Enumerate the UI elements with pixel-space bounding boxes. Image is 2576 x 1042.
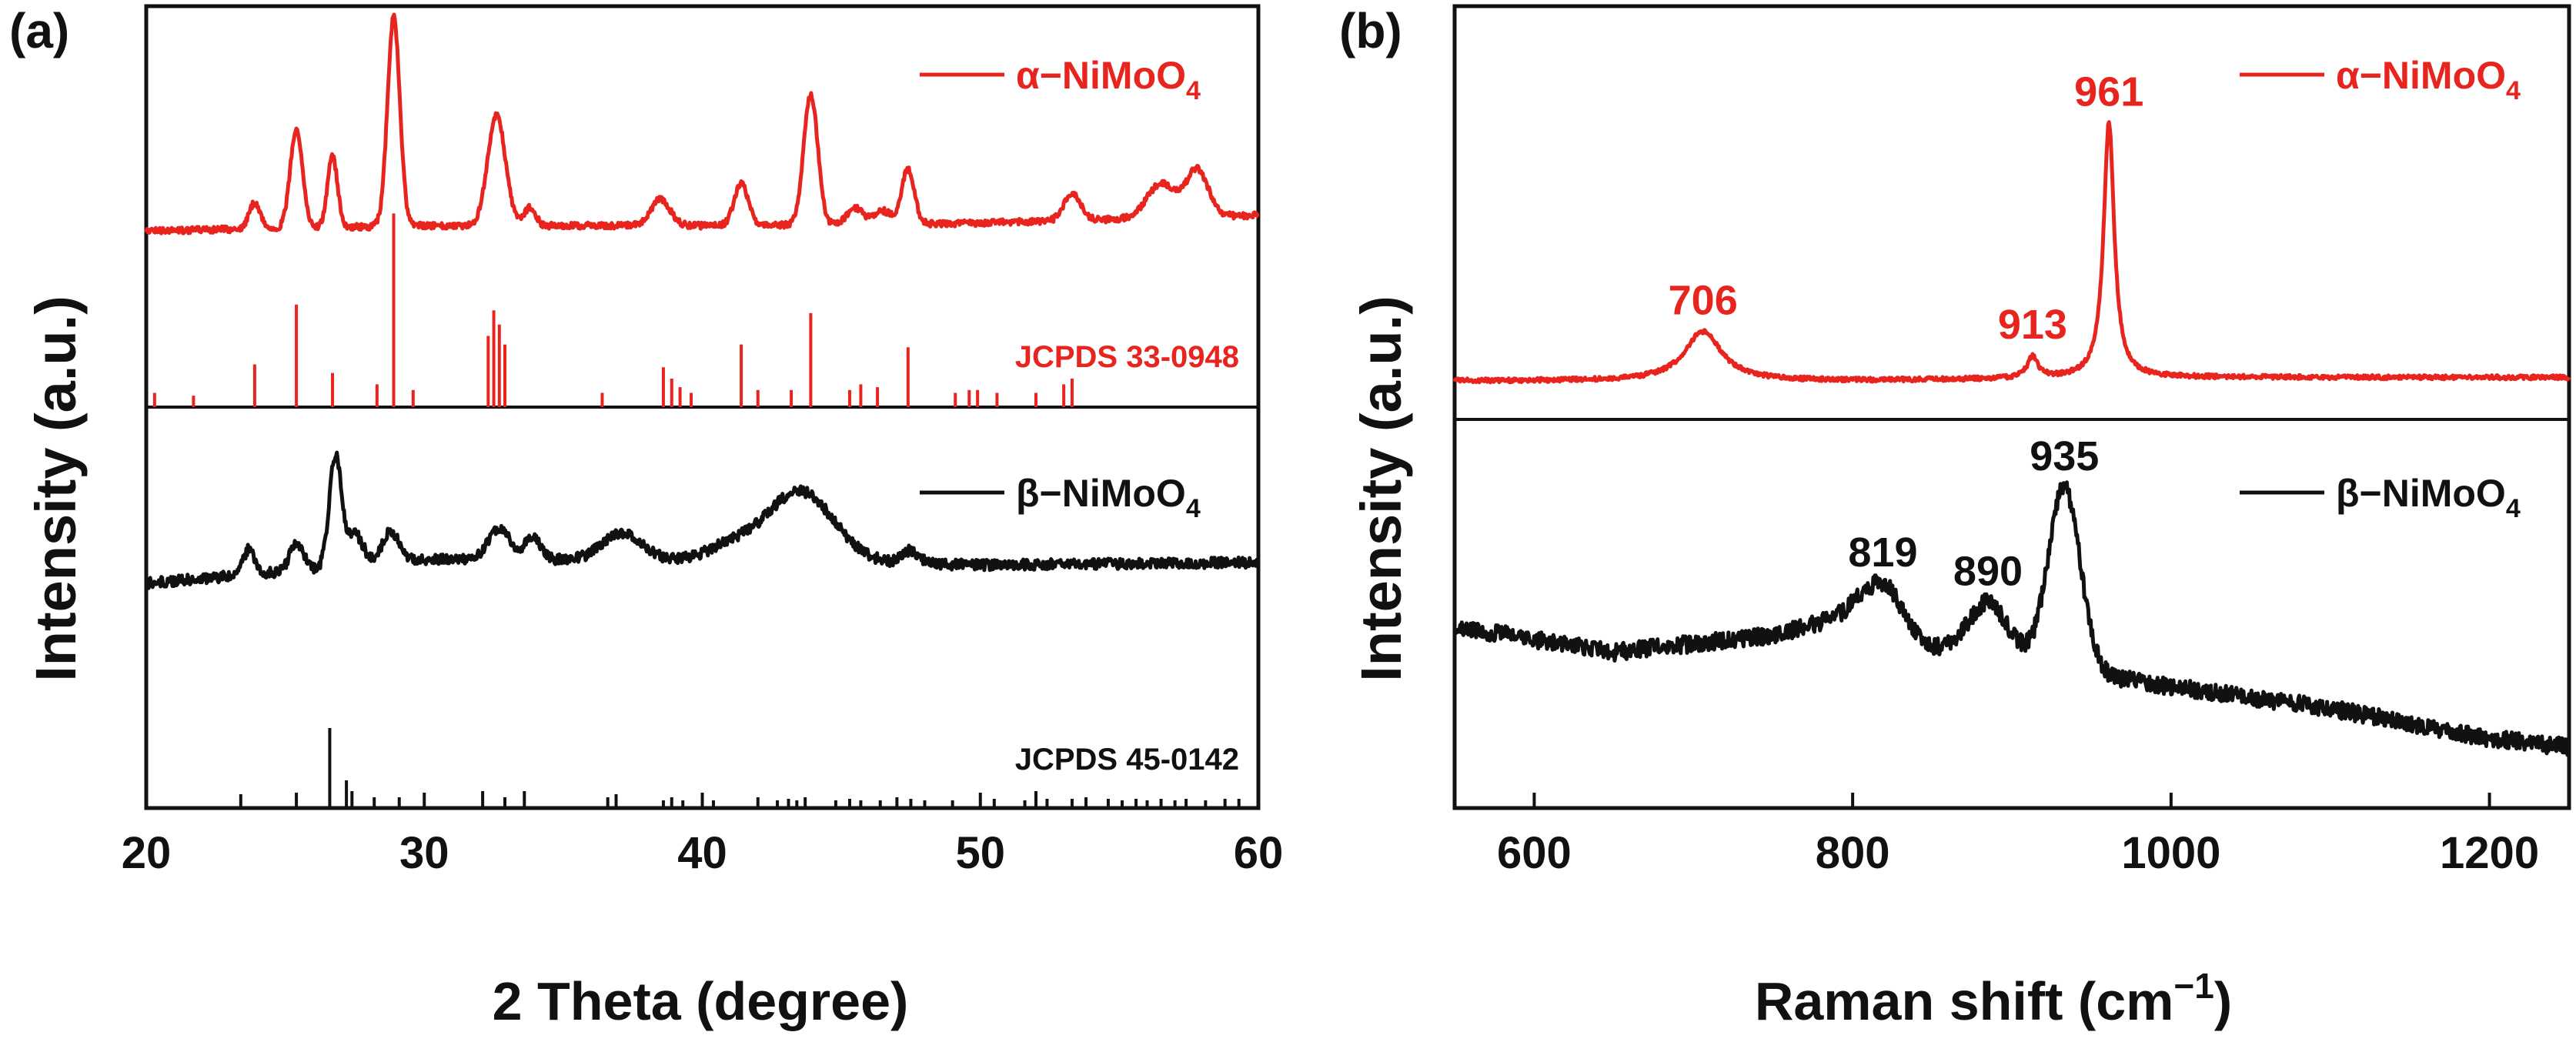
reference-label-33-0948: JCPDS 33-0948 xyxy=(1015,340,1239,374)
panel-b-x-ticks: 600 800 1000 1200 xyxy=(1497,793,2539,878)
series-line-beta-nimoo4 xyxy=(145,450,1260,590)
peak-label: 819 xyxy=(1848,529,1917,576)
panel-a-series xyxy=(144,12,1260,590)
peak-label: 913 xyxy=(1998,302,2067,348)
panel-a-ylabel: Intensity (a.u.) xyxy=(24,296,88,682)
peak-label: 706 xyxy=(1669,278,1738,324)
x-tick-label: 1000 xyxy=(2121,828,2220,878)
x-tick-label: 1200 xyxy=(2440,828,2539,878)
panel-b-legend-beta: β−NiMoO4 xyxy=(2240,472,2521,523)
panel-b-label: (b) xyxy=(1339,3,1402,58)
panel-a-legend-alpha: α−NiMoO4 xyxy=(920,54,1201,105)
panel-b-ylabel: Intensity (a.u.) xyxy=(1349,296,1413,682)
panel-b-xlabel: Raman shift (cm−1) xyxy=(1755,966,2232,1031)
reference-label-45-0142: JCPDS 45-0142 xyxy=(1015,743,1239,776)
x-tick-label: 600 xyxy=(1497,828,1572,878)
panel-b-plot-area: 600 800 1000 1200 706 913 961 819 890 935 xyxy=(1452,4,2571,878)
panel-b-peak-labels: 706 913 961 819 890 935 xyxy=(1669,69,2144,595)
x-tick-label: 50 xyxy=(955,828,1005,878)
series-line-beta-nimoo4 xyxy=(1452,480,2571,757)
x-tick-label: 40 xyxy=(677,828,727,878)
panel-a-plot-area: 20 30 40 50 60 xyxy=(122,4,1284,878)
x-tick-label: 800 xyxy=(1816,828,1890,878)
x-tick-label: 60 xyxy=(1234,828,1284,878)
panel-a-x-ticks: 20 30 40 50 60 xyxy=(122,793,1284,878)
peak-label: 935 xyxy=(2030,433,2099,479)
peak-label: 961 xyxy=(2074,69,2143,115)
panel-a-xlabel: 2 Theta (degree) xyxy=(493,971,909,1031)
x-tick-label: 20 xyxy=(122,828,172,878)
panel-a-legend-beta: β−NiMoO4 xyxy=(920,472,1201,523)
panel-a-reference-patterns xyxy=(152,213,1241,808)
panel-b-frame xyxy=(1452,4,2571,810)
panel-b-raman-chart: (b) Intensity (a.u.) Raman shift (cm−1) … xyxy=(1339,3,2571,1031)
panel-a-xrd-chart: (a) Intensity (a.u.) 2 Theta (degree) 20… xyxy=(9,3,1283,1031)
panel-b-series xyxy=(1452,120,2571,757)
legend-label-beta: β−NiMoO4 xyxy=(1016,472,1201,523)
peak-label: 890 xyxy=(1953,549,2023,595)
panel-b-legend-alpha: α−NiMoO4 xyxy=(2240,54,2521,105)
legend-label-alpha: α−NiMoO4 xyxy=(2336,54,2521,105)
panel-a-label: (a) xyxy=(9,3,69,58)
series-line-alpha-nimoo4 xyxy=(1452,120,2571,385)
legend-label-beta: β−NiMoO4 xyxy=(2336,472,2521,523)
series-line-alpha-nimoo4 xyxy=(144,12,1260,235)
x-tick-label: 30 xyxy=(399,828,449,878)
legend-label-alpha: α−NiMoO4 xyxy=(1016,54,1201,105)
